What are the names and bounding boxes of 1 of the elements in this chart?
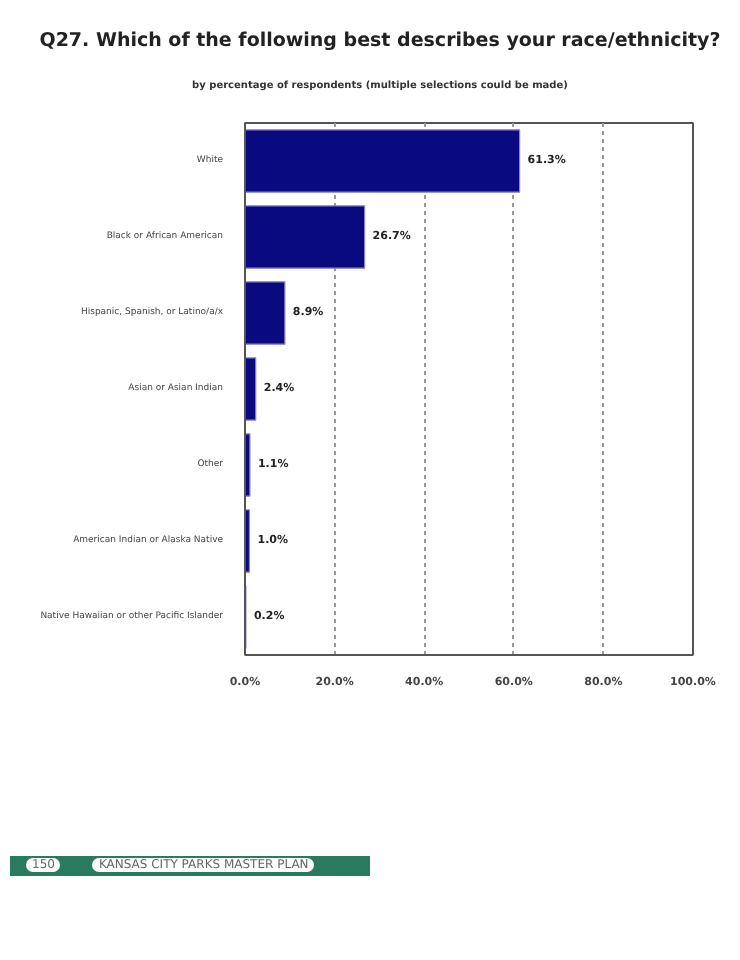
- chart-title: Q27. Which of the following best describes your race/ethnicity?: [39, 28, 721, 56]
